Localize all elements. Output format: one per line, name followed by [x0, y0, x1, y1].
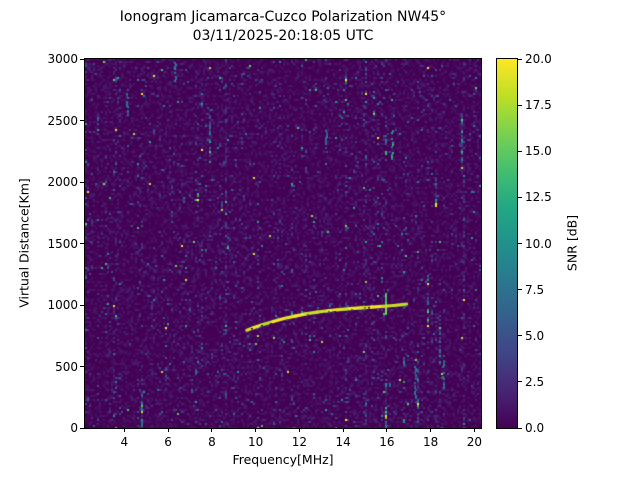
colorbar-tick-label: 20.0 — [525, 52, 552, 66]
colorbar-tick-mark — [518, 196, 522, 198]
colorbar-gradient-canvas — [497, 59, 517, 428]
colorbar-tick-label: 5.0 — [525, 328, 545, 343]
colorbar-tick-label: 7.5 — [525, 282, 545, 297]
colorbar-tick-mark — [518, 58, 522, 60]
colorbar-tick-label: 17.5 — [525, 98, 552, 113]
chart-title-line1: Ionogram Jicamarca-Cuzco Polarization NW… — [119, 9, 447, 25]
chart-title-line2: 03/11/2025-20:18:05 UTC — [192, 28, 374, 44]
colorbar — [496, 58, 518, 429]
x-tick-mark — [167, 428, 169, 432]
y-tick-mark — [80, 58, 84, 60]
y-tick-label: 500 — [55, 359, 78, 374]
x-tick-mark — [123, 428, 125, 432]
x-tick-label: 8 — [208, 435, 216, 449]
x-tick-mark — [473, 428, 475, 432]
x-tick-label: 20 — [466, 435, 483, 449]
y-tick-label: 0 — [70, 421, 78, 435]
colorbar-tick-mark — [518, 289, 522, 291]
colorbar-tick-mark — [518, 427, 522, 429]
x-tick-label: 12 — [291, 435, 308, 449]
plot-area — [84, 58, 482, 429]
ionogram-heatmap-canvas — [85, 59, 481, 428]
colorbar-label: SNR [dB] — [564, 214, 580, 272]
colorbar-tick-mark — [518, 381, 522, 383]
y-tick-mark — [80, 366, 84, 367]
x-tick-label: 16 — [379, 435, 395, 449]
y-tick-mark — [80, 243, 84, 244]
x-tick-mark — [298, 428, 300, 432]
x-tick-label: 10 — [248, 435, 264, 449]
x-tick-label: 18 — [423, 435, 439, 449]
colorbar-tick-mark — [518, 150, 522, 152]
y-tick-label: 1000 — [47, 298, 78, 312]
colorbar-tick-label: 12.5 — [525, 190, 552, 205]
y-tick-mark — [80, 304, 84, 306]
y-tick-mark — [80, 120, 84, 121]
y-tick-label: 2000 — [47, 175, 78, 189]
x-axis-label: Frequency[MHz] — [232, 452, 334, 467]
x-tick-label: 6 — [164, 435, 172, 449]
x-tick-mark — [386, 428, 388, 432]
colorbar-tick-label: 15.0 — [525, 144, 552, 159]
y-tick-mark — [80, 427, 84, 429]
y-tick-label: 1500 — [47, 236, 78, 251]
y-tick-label: 2500 — [47, 113, 78, 128]
chart-title: Ionogram Jicamarca-Cuzco Polarization NW… — [85, 8, 481, 46]
x-tick-mark — [255, 428, 257, 432]
colorbar-tick-mark — [518, 335, 522, 337]
colorbar-tick-mark — [518, 243, 522, 244]
colorbar-tick-mark — [518, 104, 522, 106]
colorbar-tick-label: 0.0 — [525, 421, 545, 435]
colorbar-tick-label: 2.5 — [525, 374, 545, 389]
y-tick-mark — [80, 181, 84, 183]
x-tick-label: 14 — [335, 435, 351, 449]
colorbar-tick-label: 10.0 — [525, 236, 552, 251]
y-tick-label: 3000 — [47, 52, 78, 66]
x-tick-mark — [430, 428, 432, 432]
x-tick-mark — [211, 428, 213, 432]
x-tick-mark — [342, 428, 344, 432]
x-tick-label: 4 — [120, 435, 129, 449]
